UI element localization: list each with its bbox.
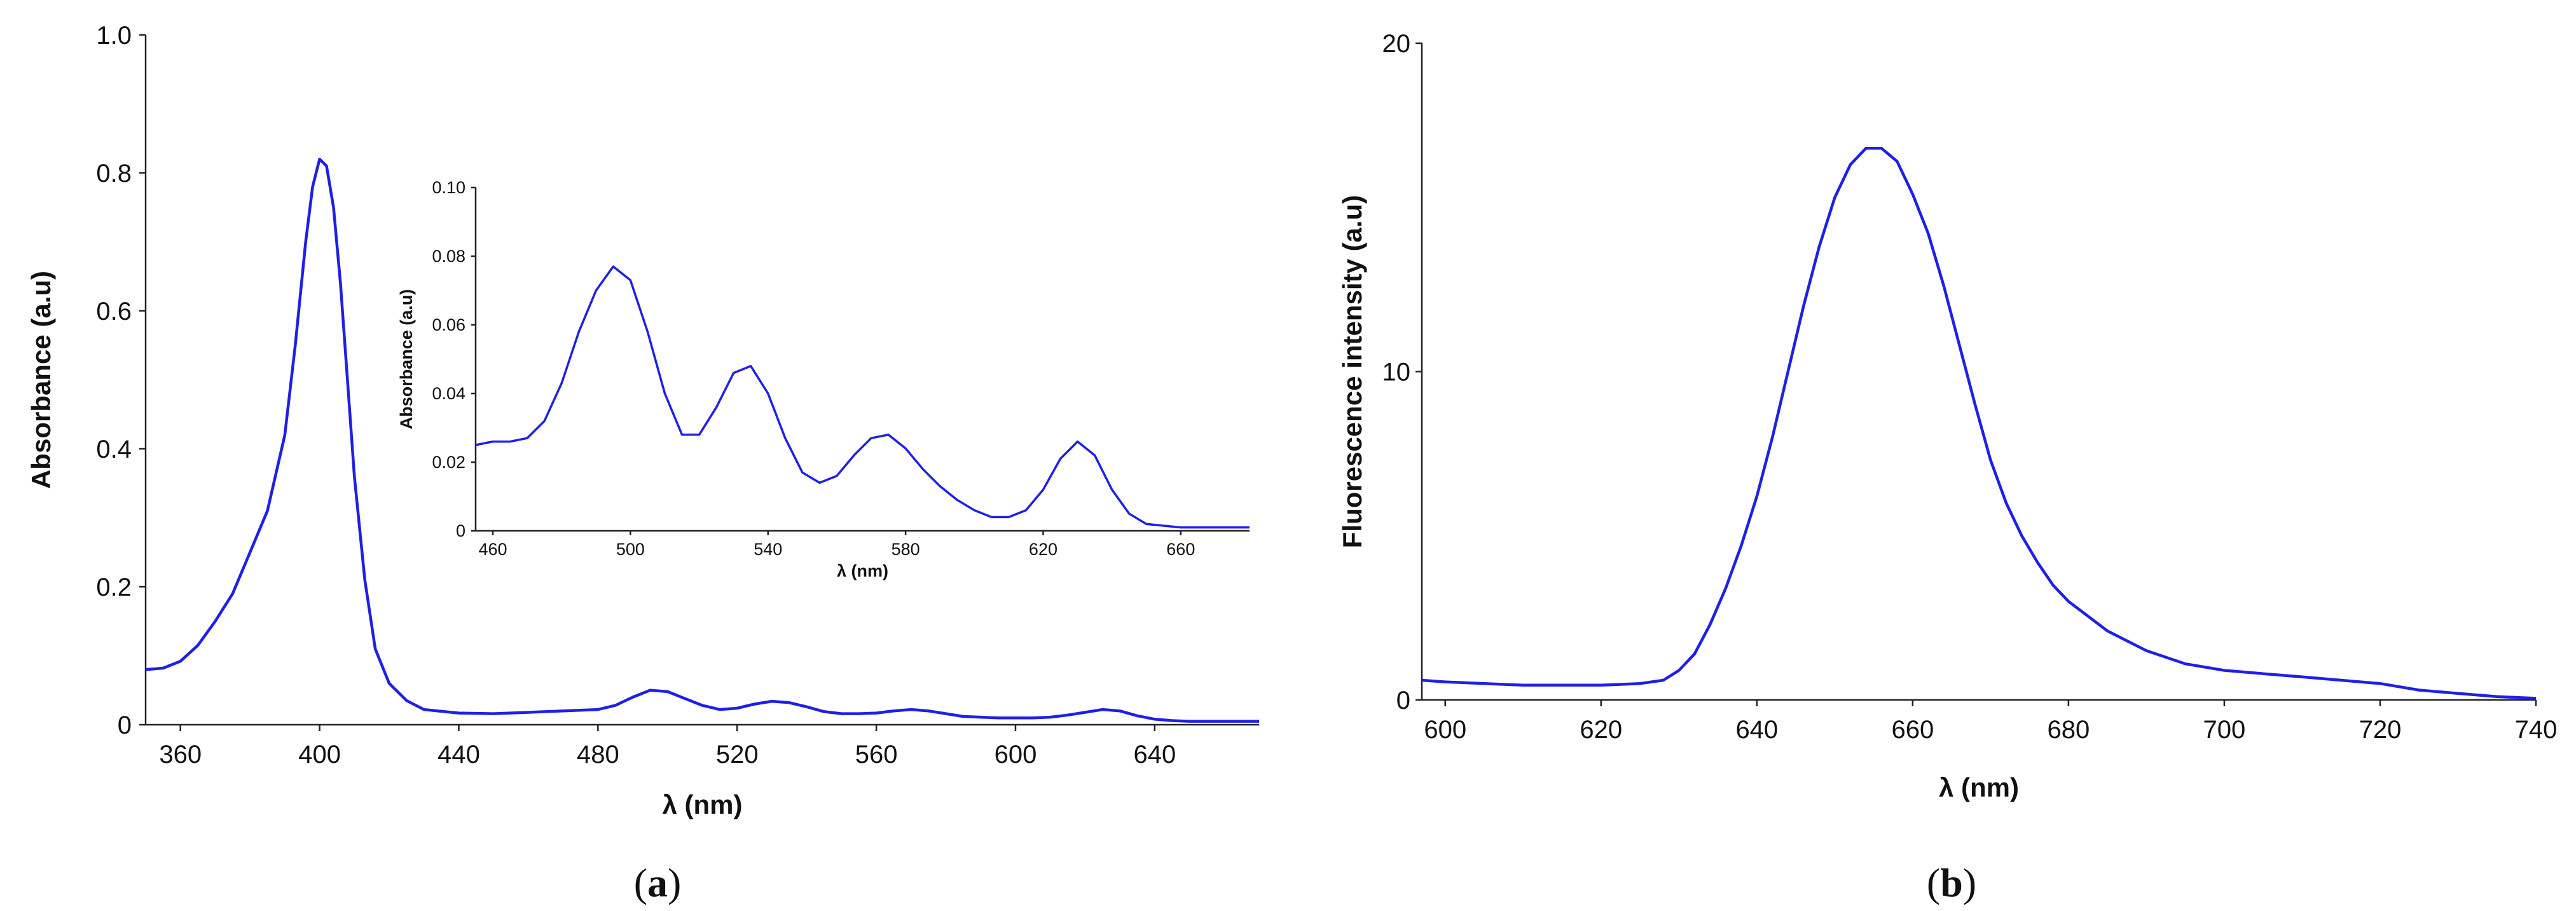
panel-a-y-tick-label: 0.2: [96, 573, 132, 601]
panel-a-y-tick-label: 1.0: [96, 22, 132, 50]
panel-a-inset-y-tick-label: 0.10: [432, 178, 465, 197]
panel-a-y-axis-label: Absorbance (a.u): [26, 271, 56, 489]
panel-b-caption: (b): [1927, 860, 1976, 905]
panel-b-y-tick-label: 10: [1382, 359, 1411, 387]
panel-b-x-axis-label: λ (nm): [1939, 772, 2019, 802]
panel-a-chart: 360 400 440 480 520 560 600 640 0 0.2 0.4 0.6 0.8 1.0…: [26, 22, 1259, 819]
panel-b-x-tick-label: 740: [2515, 716, 2558, 744]
panel-b-x-tick-label: 640: [1735, 716, 1778, 744]
panel-b-y-tick-label: 0: [1396, 687, 1410, 715]
panel-a-inset-x-tick-label: 500: [616, 540, 645, 559]
panel-a-x-axis-label: λ (nm): [663, 790, 743, 819]
panel-a-x-tick-label: 400: [298, 741, 341, 769]
panel-b-y-tick-label: 20: [1382, 30, 1411, 58]
panel-a-x-tick-label: 360: [159, 741, 202, 769]
panel-a-inset-y-tick-label: 0.04: [432, 384, 465, 403]
panel-b-axes: [1421, 43, 2536, 701]
panel-a-x-tick-label: 600: [995, 741, 1037, 769]
panel-a-y-tick-label: 0.6: [96, 298, 132, 325]
panel-a-x-tick-label: 640: [1133, 741, 1176, 769]
panel-a-absorbance-line: [145, 158, 1259, 723]
panel-b-chart: 600 620 640 660 680 700 720 740 0 10 20 λ (nm) Flu…: [1337, 30, 2557, 802]
panel-a-inset-ticks: 460 500 540 580 620 660 0 0.02 0.04 0.06 0.08 0.10: [432, 178, 1195, 559]
panel-a-inset-y-tick-label: 0.08: [432, 247, 465, 266]
panel-a-caption: (a): [634, 860, 682, 905]
panel-a-inset-x-tick-label: 580: [892, 540, 920, 559]
panel-a-inset-y-tick-label: 0: [456, 521, 465, 540]
panel-a-inset-y-tick-label: 0.02: [432, 453, 465, 472]
panel-b-y-axis-label: Fluorescence intensity (a.u): [1337, 195, 1367, 548]
panel-a-inset-x-tick-label: 540: [754, 540, 782, 559]
panel-b-x-tick-label: 660: [1891, 716, 1934, 744]
panel-b-ticks: 600 620 640 660 680 700 720 740 0 10 20: [1382, 30, 2558, 744]
panel-a-inset-y-axis-label: Absorbance (a.u): [397, 289, 416, 430]
panel-a-inset-axes: [474, 188, 1250, 532]
panel-a-inset-absorbance-line: [475, 265, 1250, 529]
panel-a-y-tick-label: 0: [118, 711, 132, 739]
panel-a-axes: [144, 35, 1259, 726]
panel-b-x-tick-label: 620: [1580, 716, 1622, 744]
panel-b-x-tick-label: 600: [1424, 716, 1466, 744]
panel-a-inset-x-tick-label: 660: [1166, 540, 1195, 559]
panel-a-inset-x-tick-label: 620: [1029, 540, 1057, 559]
panel-a-inset-chart: 460 500 540 580 620 66000.020.040.060.080.10 …: [397, 178, 1250, 580]
panel-b-x-tick-label: 680: [2048, 716, 2090, 744]
panel-a-inset-y-tick-label: 0.06: [432, 315, 465, 334]
panel-b-x-tick-label: 720: [2359, 716, 2402, 744]
panel-a-y-tick-label: 0.8: [96, 160, 132, 188]
panel-b-x-tick-label: 700: [2203, 716, 2246, 744]
panel-a-x-tick-label: 560: [855, 741, 898, 769]
panel-a-inset-x-tick-label: 460: [479, 540, 507, 559]
panel-a-x-tick-label: 440: [437, 741, 480, 769]
panel-a-y-tick-label: 0.4: [96, 435, 132, 463]
panel-a-x-tick-label: 520: [716, 741, 759, 769]
panel-a-inset-x-axis-label: λ (nm): [837, 561, 888, 580]
panel-b-fluorescence-line: [1421, 147, 2537, 700]
panel-a-ticks: 360 400 440 480 520 560 600 640 0 0.2 0.4 0.6 0.8 1.0: [96, 22, 1176, 769]
panel-a-x-tick-label: 480: [577, 741, 619, 769]
